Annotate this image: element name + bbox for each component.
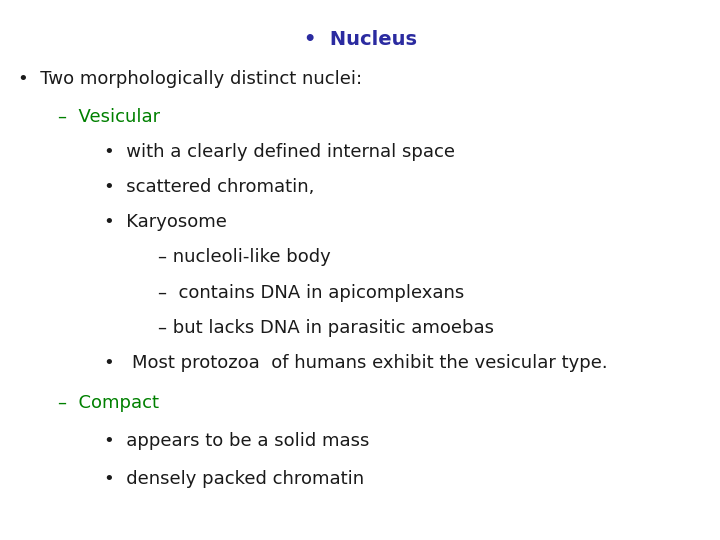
Text: •  Karyosome: • Karyosome bbox=[104, 213, 228, 231]
Text: –  Vesicular: – Vesicular bbox=[58, 108, 160, 126]
Text: •  with a clearly defined internal space: • with a clearly defined internal space bbox=[104, 143, 455, 161]
Text: •  Nucleus: • Nucleus bbox=[304, 30, 416, 49]
Text: •  Two morphologically distinct nuclei:: • Two morphologically distinct nuclei: bbox=[18, 70, 362, 88]
Text: –  contains DNA in apicomplexans: – contains DNA in apicomplexans bbox=[158, 284, 464, 301]
Text: –  Compact: – Compact bbox=[58, 394, 158, 412]
Text: •  densely packed chromatin: • densely packed chromatin bbox=[104, 470, 364, 488]
Text: – nucleoli-like body: – nucleoli-like body bbox=[158, 248, 331, 266]
Text: •  appears to be a solid mass: • appears to be a solid mass bbox=[104, 432, 370, 450]
Text: •   Most protozoa  of humans exhibit the vesicular type.: • Most protozoa of humans exhibit the ve… bbox=[104, 354, 608, 372]
Text: •  scattered chromatin,: • scattered chromatin, bbox=[104, 178, 315, 196]
Text: – but lacks DNA in parasitic amoebas: – but lacks DNA in parasitic amoebas bbox=[158, 319, 495, 336]
